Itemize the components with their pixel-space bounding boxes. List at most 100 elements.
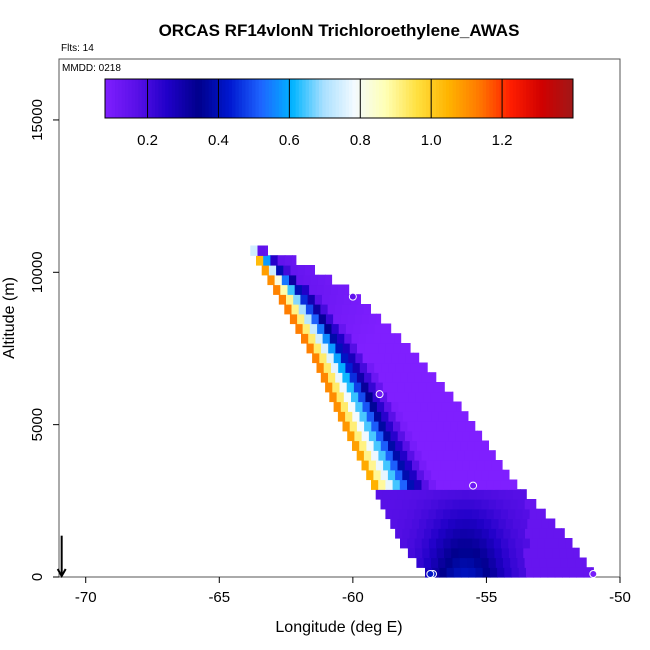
- field-cell: [552, 547, 560, 559]
- field-cell: [345, 362, 354, 373]
- colorbar-segment: [536, 79, 541, 118]
- field-cell: [349, 421, 358, 432]
- field-cell: [431, 411, 440, 422]
- field-cell: [377, 352, 385, 364]
- field-cell: [532, 528, 540, 539]
- field-cell: [361, 430, 370, 442]
- field-cell: [395, 362, 404, 373]
- field-cell: [336, 391, 345, 403]
- field-cell: [300, 294, 309, 305]
- field-cell: [307, 294, 316, 305]
- field-cell: [304, 265, 313, 276]
- field-cell: [469, 460, 478, 471]
- field-cell: [379, 391, 388, 403]
- colorbar-segment: [178, 79, 183, 118]
- field-cell: [391, 401, 400, 412]
- field-cell: [486, 450, 495, 461]
- field-cell: [419, 518, 427, 529]
- field-cell: [445, 469, 454, 481]
- colorbar-segment: [208, 79, 213, 118]
- field-cell: [383, 430, 392, 442]
- field-cell: [316, 284, 325, 295]
- sample-marker: [426, 569, 435, 578]
- field-cell: [394, 391, 403, 403]
- field-cell: [400, 450, 408, 461]
- colorbar-segment: [322, 79, 327, 118]
- field-cell: [309, 284, 317, 295]
- field-cell: [431, 440, 440, 451]
- field-cell: [482, 567, 491, 578]
- field-cell: [560, 557, 569, 568]
- field-cell: [450, 508, 459, 520]
- field-cell: [510, 557, 518, 568]
- field-cell: [394, 333, 402, 344]
- colorbar-segment: [308, 79, 313, 118]
- field-cell: [297, 313, 305, 325]
- field-cell: [484, 518, 492, 529]
- field-cell: [536, 508, 545, 520]
- field-cell: [457, 508, 466, 520]
- field-cell: [331, 323, 340, 334]
- field-cell: [382, 382, 391, 393]
- field-cell: [433, 430, 442, 442]
- field-cell: [400, 538, 408, 549]
- colorbar-segment: [108, 79, 113, 118]
- colorbar-segment: [476, 79, 480, 118]
- field-cell: [349, 343, 358, 354]
- field-cell: [402, 528, 411, 539]
- field-cell: [486, 508, 495, 520]
- colorbar-segment: [372, 79, 377, 118]
- field-cell: [503, 528, 512, 539]
- field-cell: [384, 352, 392, 364]
- field-cell: [380, 469, 389, 481]
- field-cell: [504, 567, 513, 578]
- field-cell: [407, 450, 415, 461]
- field-cell: [391, 352, 400, 364]
- field-cell: [433, 382, 442, 393]
- field-cell: [418, 382, 427, 393]
- field-cell: [455, 460, 463, 471]
- field-cell: [464, 508, 473, 520]
- colorbar-segment: [225, 79, 230, 118]
- field-cell: [448, 430, 456, 442]
- field-cell: [417, 362, 426, 373]
- field-cell: [562, 567, 570, 578]
- colorbar-segment: [489, 79, 494, 118]
- field-cell: [337, 411, 346, 422]
- colorbar-segment: [121, 79, 126, 118]
- arrow-head: [56, 568, 67, 579]
- field-cell: [450, 538, 459, 549]
- colorbar-segment: [265, 79, 270, 118]
- field-cell: [436, 421, 444, 432]
- field-cell: [400, 343, 409, 354]
- field-cell: [395, 528, 403, 539]
- field-cell: [510, 528, 519, 539]
- field-cell: [424, 411, 433, 422]
- field-cell: [488, 499, 497, 510]
- field-cell: [498, 489, 507, 500]
- field-cell: [421, 479, 430, 490]
- field-cell: [486, 538, 495, 549]
- colorbar-segment: [522, 79, 527, 118]
- x-tick-label: -55: [476, 589, 498, 606]
- colorbar-segment: [131, 79, 136, 118]
- field-cell: [373, 333, 381, 344]
- field-cell: [335, 372, 343, 383]
- field-cell: [558, 538, 567, 549]
- field-cell: [414, 372, 423, 383]
- field-cell: [474, 469, 483, 481]
- field-cell: [414, 479, 422, 490]
- aircraft-arrow: [56, 535, 67, 579]
- field-cell: [417, 411, 425, 422]
- colorbar-segment: [228, 79, 233, 118]
- field-cell: [419, 489, 427, 500]
- field-cell: [373, 440, 382, 451]
- field-cell: [416, 499, 425, 510]
- field-cell: [414, 538, 423, 549]
- field-cell: [355, 401, 364, 412]
- field-cell: [529, 538, 538, 549]
- field-cell: [409, 440, 418, 451]
- field-cell: [416, 557, 425, 568]
- field-cell: [348, 401, 356, 412]
- field-cell: [407, 343, 411, 354]
